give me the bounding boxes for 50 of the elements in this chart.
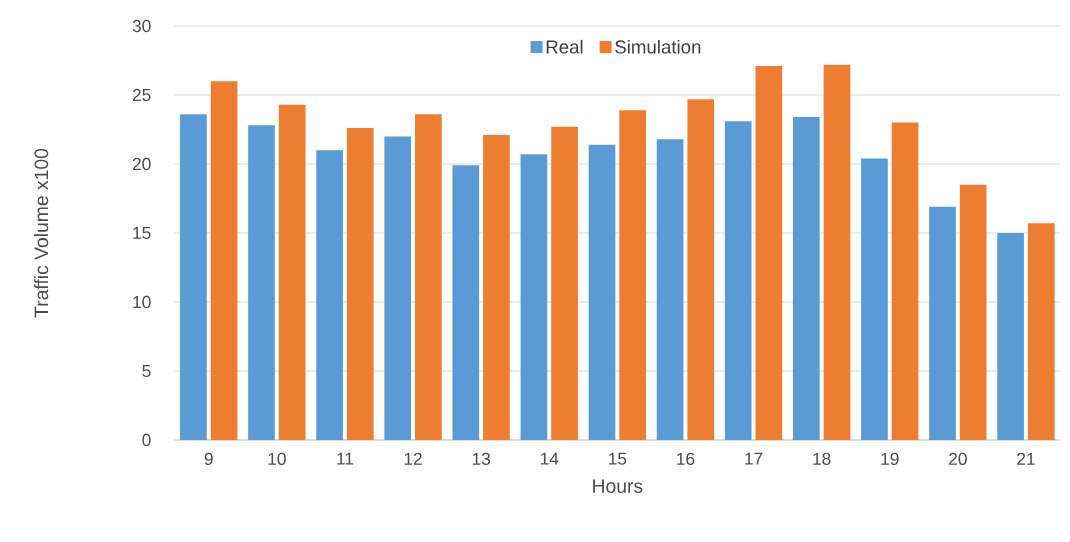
bar xyxy=(316,150,343,440)
bar xyxy=(1027,223,1055,440)
x-tick-label: 9 xyxy=(204,452,213,465)
y-axis-title: Traffic Volume x100 xyxy=(34,148,49,318)
bar xyxy=(483,135,510,440)
x-tick-label: 11 xyxy=(337,452,354,465)
bar xyxy=(278,104,306,440)
x-tick-label: 19 xyxy=(881,452,899,465)
y-tick-label: 25 xyxy=(132,88,151,102)
bar xyxy=(959,184,987,440)
bar xyxy=(792,117,820,440)
bar xyxy=(997,232,1024,440)
bar xyxy=(891,122,919,440)
x-tick-label: 13 xyxy=(472,452,491,465)
legend-label: Real xyxy=(546,39,583,54)
bar xyxy=(929,206,956,440)
bar xyxy=(384,136,412,440)
y-tick-label: 0 xyxy=(142,433,151,447)
x-tick-label: 16 xyxy=(677,452,695,465)
y-tick-label: 30 xyxy=(132,19,151,33)
x-tick-label: 21 xyxy=(1017,452,1035,465)
bar xyxy=(755,66,783,440)
y-tick-label: 5 xyxy=(142,364,151,378)
bar xyxy=(415,114,442,440)
bar xyxy=(346,128,374,440)
y-tick-label: 15 xyxy=(133,226,151,240)
bar xyxy=(452,165,480,440)
bar xyxy=(180,114,207,440)
x-tick-label: 17 xyxy=(745,452,763,465)
x-tick-label: 15 xyxy=(609,452,627,465)
x-tick-label: 18 xyxy=(813,452,831,465)
bar xyxy=(551,126,578,440)
bar xyxy=(619,110,647,440)
bar xyxy=(588,144,616,440)
bar xyxy=(861,158,888,440)
bar xyxy=(210,81,238,440)
legend-label: Simulation xyxy=(615,39,701,54)
x-tick-label: 14 xyxy=(540,452,559,465)
bar xyxy=(724,121,752,440)
bar xyxy=(687,99,715,440)
bar xyxy=(248,125,275,440)
bar xyxy=(656,139,684,440)
x-tick-label: 12 xyxy=(404,452,422,465)
y-tick-label: 10 xyxy=(133,295,151,309)
bar xyxy=(520,154,548,440)
x-tick-label: 20 xyxy=(949,452,967,465)
y-tick-label: 20 xyxy=(132,157,151,171)
x-tick-label: 10 xyxy=(268,452,286,465)
x-axis-title: Hours xyxy=(593,479,643,493)
bar xyxy=(823,64,851,440)
